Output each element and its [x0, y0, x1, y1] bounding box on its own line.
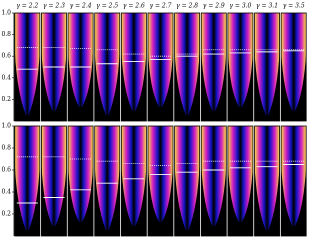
density — [201, 126, 227, 226]
panel-frame — [14, 125, 41, 237]
density — [201, 13, 227, 111]
y-tick-label: 0.2 — [1, 96, 11, 103]
density — [174, 126, 200, 230]
panel-frame — [67, 125, 94, 237]
panel-frame — [120, 12, 147, 122]
panel-frame — [41, 12, 67, 122]
panel-title: γ = 2.9 — [203, 3, 225, 10]
panel-frame — [227, 12, 254, 122]
density — [254, 126, 280, 230]
y-tick-label: 0.8 — [1, 145, 11, 152]
density — [68, 126, 94, 222]
density — [174, 13, 200, 115]
panel-title: γ = 3.1 — [256, 3, 278, 10]
y-tick-label: 0.6 — [1, 167, 11, 174]
figure: γ = 2.2 γ = 2.3 γ = 2.4 γ = 2.5 γ = 2.6 γ = 2… — [1, 3, 307, 237]
density — [227, 13, 253, 107]
density — [254, 13, 280, 115]
y-tick-label: 0.2 — [1, 211, 11, 218]
panel-frame — [174, 125, 201, 237]
panel-frame — [120, 125, 147, 237]
y-tick-label: 0.6 — [1, 53, 11, 60]
panel-frame — [254, 125, 280, 237]
panel-frame — [174, 12, 201, 122]
y-tick-label: 0.4 — [1, 189, 11, 196]
panel-title: γ = 3.5 — [283, 3, 305, 10]
density — [281, 126, 307, 226]
panel-title: γ = 2.7 — [150, 3, 172, 10]
panel-title: γ = 2.3 — [43, 3, 65, 10]
panel-title: γ = 2.6 — [123, 3, 145, 10]
panel-frame — [147, 12, 174, 122]
density — [227, 126, 253, 222]
panel-frame — [67, 12, 94, 122]
panel-frame — [147, 125, 174, 237]
density — [68, 13, 94, 107]
density — [41, 13, 67, 111]
panel-title: γ = 2.4 — [70, 3, 92, 10]
y-tick-label: 1.0 — [1, 10, 11, 17]
density — [281, 13, 307, 111]
density — [121, 126, 147, 226]
panel-frame — [41, 125, 67, 237]
density — [41, 126, 67, 226]
panel-frame — [200, 12, 227, 122]
density — [147, 13, 174, 107]
panel-frame — [94, 12, 121, 122]
panel-frame — [227, 125, 254, 237]
panel-frame — [14, 12, 41, 122]
panel-frame — [254, 12, 280, 122]
panel-title: γ = 2.2 — [16, 3, 38, 10]
panel-frame — [200, 125, 227, 237]
panel-title: γ = 3.0 — [229, 3, 251, 10]
panel-frame — [94, 125, 121, 237]
panel-frame — [280, 12, 307, 122]
y-tick-label: 0.8 — [1, 31, 11, 38]
density — [14, 126, 40, 230]
density — [14, 13, 40, 115]
density — [94, 126, 120, 230]
y-tick-label: 1.0 — [1, 123, 11, 130]
panel-title: γ = 2.8 — [176, 3, 198, 10]
panel-frame — [280, 125, 307, 237]
panel-title: γ = 2.5 — [96, 3, 118, 10]
y-tick-label: 0.4 — [1, 74, 11, 81]
